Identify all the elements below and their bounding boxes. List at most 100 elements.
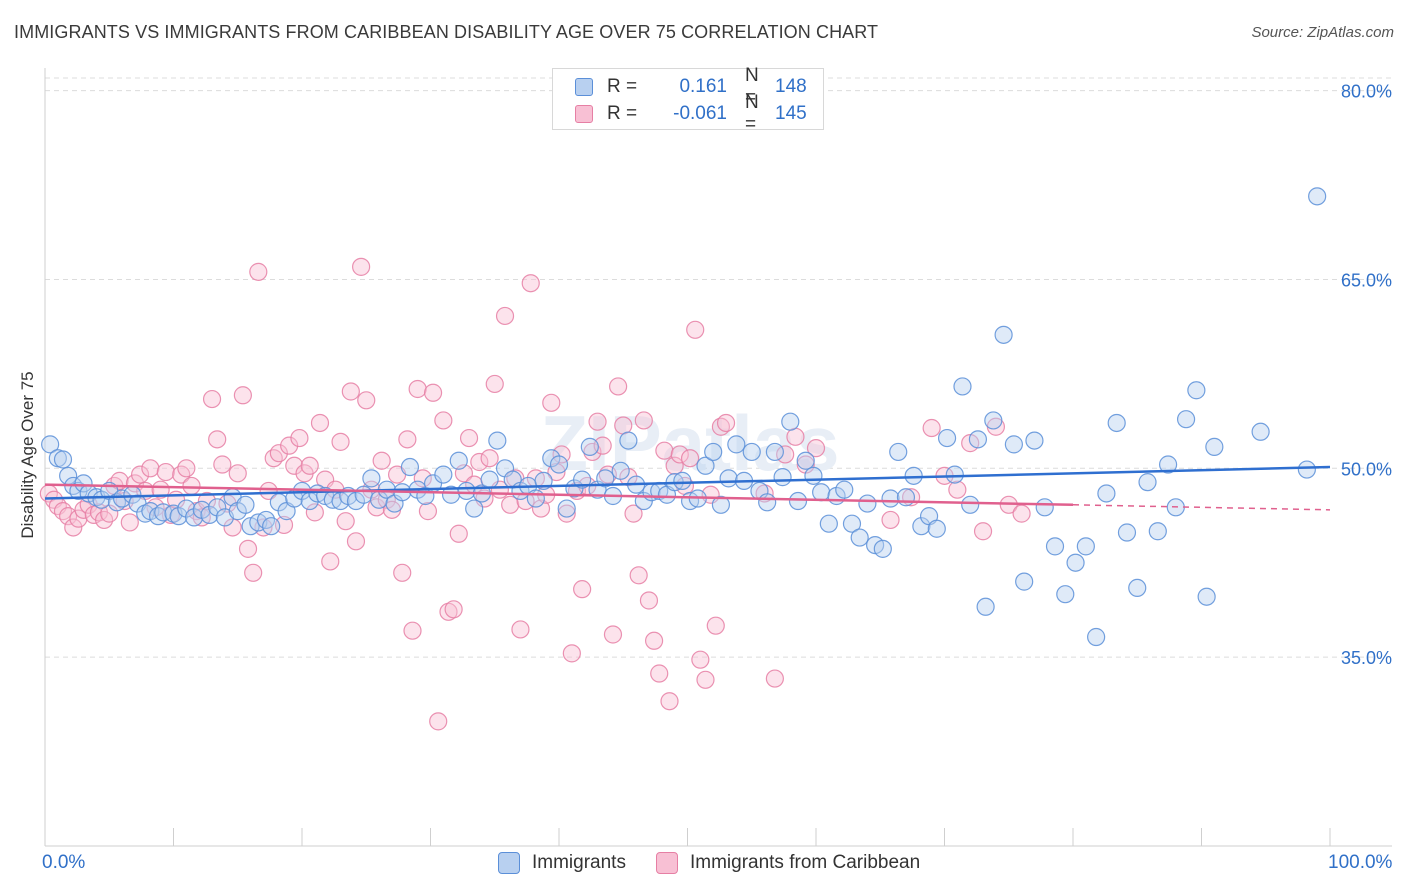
data-point — [812, 483, 831, 502]
data-point — [593, 436, 612, 455]
legend-swatch-pink — [655, 852, 678, 874]
data-point — [480, 449, 499, 468]
data-point — [1187, 381, 1206, 400]
data-point — [781, 412, 800, 431]
data-point — [310, 413, 330, 433]
data-point — [927, 519, 946, 538]
data-point — [650, 664, 669, 683]
data-point — [521, 274, 540, 293]
data-point — [470, 452, 489, 472]
data-point — [835, 480, 854, 499]
data-point — [480, 470, 499, 489]
data-point — [639, 591, 659, 610]
data-point — [418, 502, 438, 521]
data-point — [1251, 422, 1270, 441]
data-point — [398, 430, 417, 449]
data-point — [74, 474, 93, 493]
series-caribbean — [39, 257, 1031, 731]
axes — [44, 68, 1392, 847]
data-point — [151, 480, 170, 499]
trend-line-immigrants — [44, 465, 1331, 500]
data-point — [655, 441, 674, 460]
data-point — [526, 489, 545, 508]
data-point — [249, 262, 268, 281]
data-point — [624, 504, 643, 523]
data-point — [200, 505, 219, 524]
data-point — [441, 485, 461, 504]
data-point — [881, 510, 900, 530]
data-point — [352, 257, 371, 276]
data-point — [169, 507, 188, 526]
y-tick-label: 80.0% — [1341, 82, 1392, 102]
data-point — [449, 451, 468, 470]
data-point — [177, 459, 196, 478]
data-point — [588, 412, 607, 431]
series-legend: Immigrants Immigrants from Caribbean — [498, 852, 950, 874]
y-tick-label: 50.0% — [1341, 459, 1392, 479]
data-point — [362, 469, 381, 488]
data-point — [244, 563, 263, 582]
data-point — [262, 517, 281, 536]
data-point — [557, 504, 576, 523]
legend-item-immigrants: Immigrants — [498, 852, 626, 874]
data-point — [673, 471, 692, 490]
data-point — [603, 625, 623, 644]
chart-title: IMMIGRANTS VS IMMIGRANTS FROM CARIBBEAN … — [14, 22, 879, 42]
data-point — [742, 442, 761, 462]
data-point — [208, 498, 227, 517]
data-point — [706, 616, 725, 635]
data-point — [213, 455, 232, 474]
data-point — [357, 391, 376, 410]
data-point — [1308, 187, 1327, 206]
data-point — [197, 491, 217, 511]
data-point — [1004, 435, 1023, 454]
data-point — [896, 488, 916, 507]
data-point — [573, 580, 592, 599]
legend-n-label: N = — [745, 92, 759, 135]
legend-swatch-pink — [575, 105, 593, 123]
x-tick-label-max: 100.0% — [1328, 852, 1393, 873]
data-point — [346, 532, 366, 551]
data-point — [336, 512, 355, 531]
data-point — [629, 566, 648, 585]
y-tick-label: 35.0% — [1341, 648, 1392, 668]
data-point — [1025, 431, 1044, 450]
data-point — [228, 464, 247, 483]
data-point — [141, 459, 160, 478]
legend-r-value: 0.161 — [679, 76, 727, 97]
data-point — [372, 451, 391, 470]
data-point — [403, 621, 422, 640]
legend-n-value: 145 — [775, 103, 807, 124]
data-point — [644, 631, 664, 650]
data-point — [542, 393, 561, 412]
data-point — [53, 450, 73, 469]
data-point — [711, 495, 731, 514]
data-point — [1107, 413, 1126, 433]
data-point — [290, 428, 309, 448]
legend-swatch-blue — [575, 78, 593, 96]
data-point — [238, 539, 258, 558]
data-point — [562, 644, 581, 663]
data-point — [1035, 498, 1054, 517]
trend-line-caribbean — [44, 483, 1074, 507]
data-point — [973, 522, 993, 541]
y-tick-label: 65.0% — [1341, 270, 1392, 290]
legend-r-value: -0.061 — [673, 103, 727, 124]
data-point — [423, 383, 443, 402]
data-point — [670, 445, 689, 464]
data-point — [634, 411, 653, 430]
data-point — [331, 432, 350, 451]
legend-n-label: N = — [745, 65, 759, 108]
data-point — [961, 495, 980, 514]
data-point — [300, 456, 319, 475]
trend-line-caribbean-extrapolated — [1072, 504, 1331, 511]
data-point — [269, 444, 288, 463]
data-point — [557, 499, 576, 518]
data-point — [305, 503, 324, 522]
data-point — [1015, 572, 1034, 591]
data-point — [413, 469, 432, 488]
data-point — [696, 670, 715, 689]
data-point — [434, 465, 453, 484]
data-point — [937, 428, 957, 448]
x-tick-label-min: 0.0% — [42, 852, 86, 873]
